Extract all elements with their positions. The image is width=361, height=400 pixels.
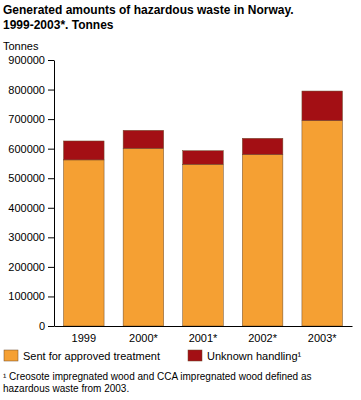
legend-swatch <box>4 350 18 361</box>
legend-swatch <box>188 350 202 361</box>
x-tick: 2002* <box>248 326 277 344</box>
y-tick-label: 300000 <box>8 231 45 243</box>
y-tick-label: 800000 <box>8 84 45 96</box>
x-axis: 1999 2000* 2001* 2002* 2003* <box>55 326 353 344</box>
y-tick-mark <box>48 296 54 297</box>
y-tick-mark <box>48 119 54 120</box>
x-tick: 2003* <box>308 326 337 344</box>
y-tick-mark <box>48 90 54 91</box>
bar <box>183 151 224 165</box>
y-tick: 200000 <box>8 261 54 273</box>
bars <box>64 91 343 326</box>
legend: Sent for approved treatment Unknown handl… <box>4 350 302 362</box>
y-tick: 500000 <box>8 172 54 184</box>
x-tick-label: 2000* <box>129 332 158 344</box>
y-tick-mark <box>48 60 54 61</box>
x-tick: 2001* <box>189 326 218 344</box>
bar <box>123 130 164 148</box>
y-tick: 400000 <box>8 202 54 214</box>
legend-label: Unknown handling¹ <box>207 350 302 362</box>
bar <box>302 121 343 326</box>
y-tick-label: 900000 <box>8 54 45 66</box>
y-tick-mark <box>48 149 54 150</box>
x-tick: 1999 <box>72 326 96 344</box>
footnote: ¹ Creosote impregnated wood and CCA impr… <box>3 371 312 394</box>
x-axis-line <box>55 326 353 327</box>
y-axis: 0 100000 200000 300000 400000 500000 600000 700… <box>8 54 54 332</box>
y-tick-label: 400000 <box>8 202 45 214</box>
title: Generated amounts of hazardous waste in … <box>3 3 294 32</box>
y-axis-line <box>54 61 55 327</box>
y-tick-label: 600000 <box>8 143 45 155</box>
y-tick-mark <box>48 208 54 209</box>
y-tick-label: 700000 <box>8 113 45 125</box>
y-tick: 100000 <box>8 290 54 302</box>
y-tick: 300000 <box>8 231 54 243</box>
bar <box>302 91 343 121</box>
bar <box>64 160 105 326</box>
y-tick-mark <box>48 237 54 238</box>
y-tick-label: 0 <box>39 320 45 332</box>
y-tick-label: 200000 <box>8 261 45 273</box>
y-tick-mark <box>48 326 54 327</box>
y-axis-title: Tonnes <box>3 40 39 52</box>
x-tick-label: 2002* <box>248 332 277 344</box>
bar <box>242 138 283 154</box>
series <box>64 91 343 164</box>
bar <box>64 141 105 160</box>
x-tick-label: 2001* <box>189 332 218 344</box>
bar <box>183 164 224 326</box>
bar <box>123 148 164 326</box>
bar <box>242 155 283 326</box>
series <box>64 121 343 326</box>
x-tick-label: 1999 <box>72 332 96 344</box>
y-tick: 600000 <box>8 143 54 155</box>
y-tick: 0 <box>39 320 54 332</box>
y-tick: 700000 <box>8 113 54 125</box>
y-tick: 900000 <box>8 54 54 66</box>
chart: Generated amounts of hazardous waste in … <box>0 0 361 400</box>
y-tick-label: 500000 <box>8 172 45 184</box>
x-tick: 2000* <box>129 326 158 344</box>
y-tick-label: 100000 <box>8 290 45 302</box>
x-tick-label: 2003* <box>308 332 337 344</box>
y-tick-mark <box>48 267 54 268</box>
y-tick: 800000 <box>8 84 54 96</box>
y-tick-mark <box>48 178 54 179</box>
legend-label: Sent for approved treatment <box>23 350 160 362</box>
